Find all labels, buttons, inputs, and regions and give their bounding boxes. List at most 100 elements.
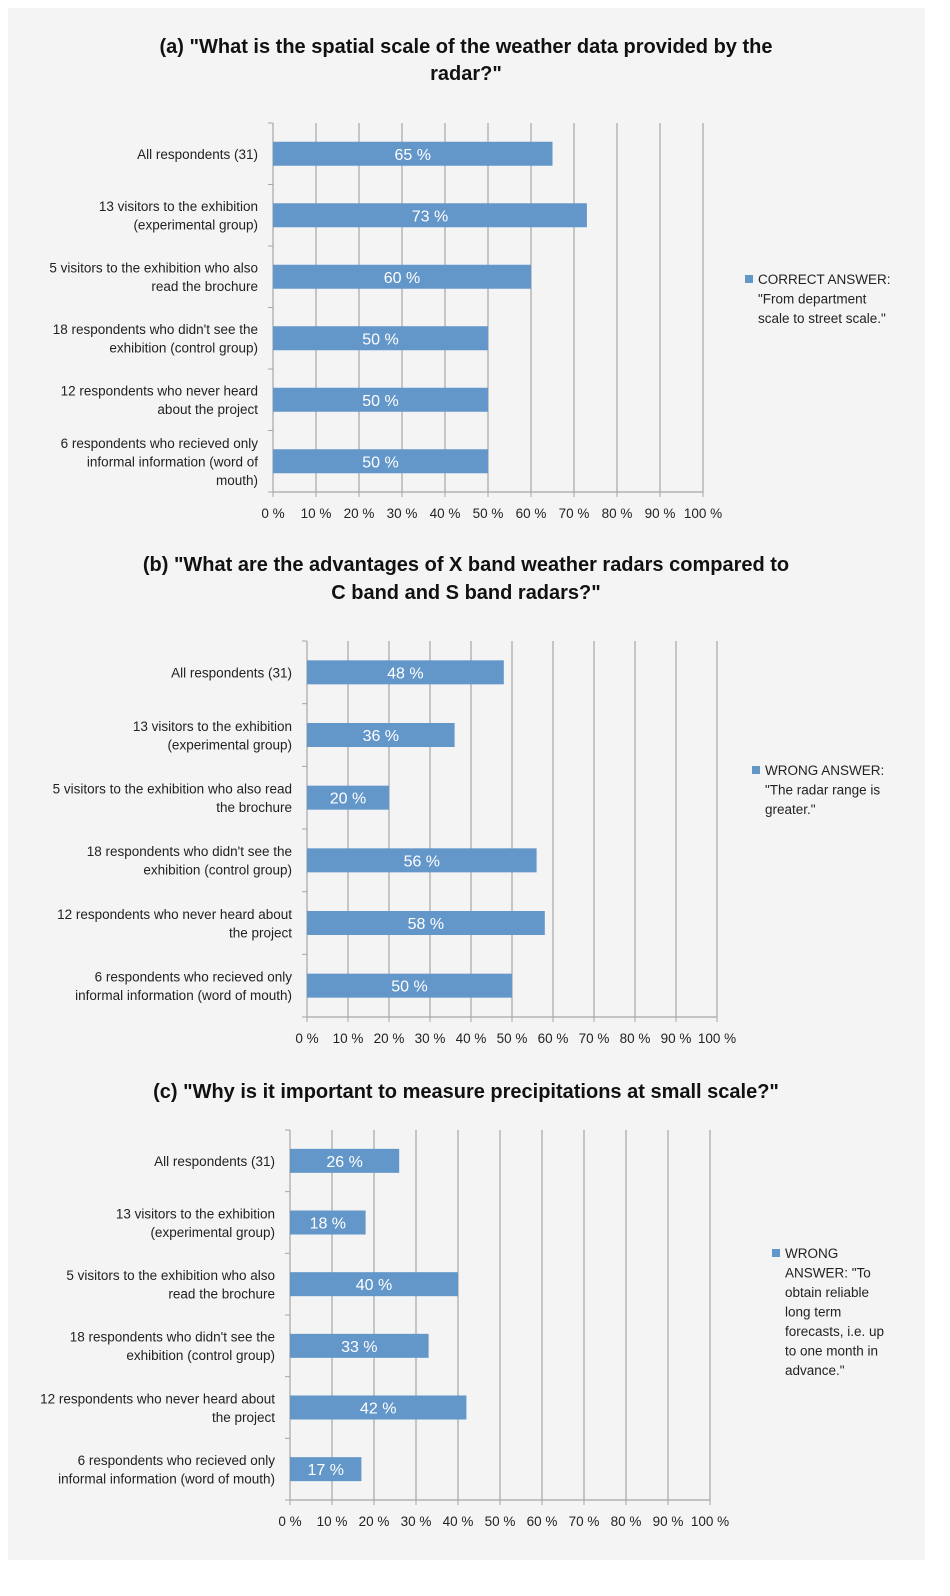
category-label: exhibition (control group)	[126, 1348, 275, 1363]
x-tick-label: 30 %	[401, 1514, 432, 1529]
bar-value-label: 50 %	[391, 979, 427, 996]
x-tick-label: 0 %	[261, 506, 284, 521]
category-label: 6 respondents who recieved only	[78, 1453, 276, 1468]
category-label: 5 visitors to the exhibition who also	[66, 1268, 275, 1283]
bar-value-label: 40 %	[356, 1277, 392, 1294]
legend-label: WRONG	[785, 1246, 838, 1261]
bar-value-label: 26 %	[326, 1154, 362, 1171]
x-tick-label: 50 %	[473, 506, 504, 521]
bar-value-label: 20 %	[330, 791, 366, 808]
category-label: 12 respondents who never heard	[61, 384, 258, 399]
legend-swatch	[745, 275, 753, 283]
x-tick-label: 100 %	[684, 506, 722, 521]
x-tick-label: 60 %	[516, 506, 547, 521]
x-tick-label: 90 %	[645, 506, 676, 521]
bar-value-label: 36 %	[363, 728, 399, 745]
chart-title: (c) "Why is it important to measure prec…	[153, 1081, 779, 1103]
category-label: 18 respondents who didn't see the	[87, 844, 292, 859]
bar	[290, 1210, 366, 1235]
bar	[307, 723, 455, 747]
x-tick-label: 80 %	[611, 1514, 642, 1529]
legend: WRONG ANSWER: "The radar range is greater.…	[752, 763, 884, 817]
x-tick-label: 20 %	[359, 1514, 390, 1529]
bar	[290, 1272, 458, 1297]
bar-value-label: 58 %	[408, 916, 444, 933]
bar	[273, 203, 587, 228]
chart-title: radar?"	[430, 63, 502, 85]
x-tick-label: 0 %	[295, 1031, 318, 1046]
x-tick-label: 50 %	[485, 1514, 516, 1529]
x-tick-label: 40 %	[456, 1031, 487, 1046]
category-label: All respondents (31)	[137, 147, 258, 162]
category-label: 6 respondents who recieved only	[61, 436, 259, 451]
legend-label: to one month in	[785, 1344, 878, 1359]
legend-label: scale to street scale."	[758, 311, 886, 326]
category-label: informal information (word of mouth)	[75, 988, 292, 1003]
category-label: mouth)	[216, 473, 258, 488]
chart-c: (c) "Why is it important to measure prec…	[40, 1081, 884, 1529]
legend-label: forecasts, i.e. up	[785, 1324, 884, 1339]
bar	[290, 1395, 467, 1420]
category-label: 5 visitors to the exhibition who also re…	[53, 781, 292, 796]
category-label: the project	[212, 1410, 275, 1425]
x-tick-label: 80 %	[602, 506, 633, 521]
bar	[273, 449, 488, 474]
bar	[273, 264, 531, 289]
category-label: informal information (word of mouth)	[58, 1471, 275, 1486]
bar-value-label: 33 %	[341, 1339, 377, 1356]
legend: CORRECT ANSWER: "From department scale to …	[745, 272, 891, 326]
bar-value-label: 18 %	[310, 1216, 346, 1233]
x-tick-label: 40 %	[443, 1514, 474, 1529]
category-label: 18 respondents who didn't see the	[70, 1330, 275, 1345]
x-tick-label: 30 %	[415, 1031, 446, 1046]
x-tick-label: 100 %	[698, 1031, 736, 1046]
x-tick-label: 60 %	[527, 1514, 558, 1529]
legend-label: advance."	[785, 1363, 845, 1378]
bar	[273, 326, 488, 351]
chart-b: (b) "What are the advantages of X band w…	[53, 554, 885, 1046]
category-label: 6 respondents who recieved only	[95, 969, 293, 984]
x-tick-label: 0 %	[278, 1514, 301, 1529]
legend-label: ANSWER: "To	[785, 1266, 871, 1281]
x-tick-label: 10 %	[333, 1031, 364, 1046]
chart-title: (a) "What is the spatial scale of the we…	[160, 36, 773, 58]
category-label: 12 respondents who never heard about	[40, 1391, 275, 1406]
category-label: All respondents (31)	[154, 1154, 275, 1169]
x-tick-label: 70 %	[579, 1031, 610, 1046]
bar	[290, 1333, 429, 1358]
legend: WRONG ANSWER: "To obtain reliable long term…	[772, 1246, 884, 1378]
legend-swatch	[772, 1249, 780, 1257]
bar	[307, 660, 504, 685]
x-tick-label: 70 %	[559, 506, 590, 521]
category-label: 18 respondents who didn't see the	[53, 322, 258, 337]
x-tick-label: 90 %	[653, 1514, 684, 1529]
bar	[273, 141, 553, 166]
legend-label: WRONG ANSWER:	[765, 763, 884, 778]
category-label: exhibition (control group)	[109, 341, 258, 356]
chart-a: (a) "What is the spatial scale of the we…	[49, 36, 890, 521]
legend-label: "The radar range is	[765, 783, 880, 798]
x-tick-label: 20 %	[374, 1031, 405, 1046]
category-label: (experimental group)	[167, 737, 292, 752]
bar-value-label: 56 %	[404, 853, 440, 870]
x-tick-label: 90 %	[661, 1031, 692, 1046]
x-tick-label: 30 %	[387, 506, 418, 521]
x-tick-label: 70 %	[569, 1514, 600, 1529]
bar	[307, 848, 537, 873]
category-label: 13 visitors to the exhibition	[133, 719, 292, 734]
category-label: (experimental group)	[133, 218, 258, 233]
x-tick-label: 10 %	[317, 1514, 348, 1529]
bar-value-label: 17 %	[307, 1462, 343, 1479]
category-label: 13 visitors to the exhibition	[116, 1206, 275, 1221]
legend-label: CORRECT ANSWER:	[758, 272, 891, 287]
bar-value-label: 60 %	[384, 270, 420, 287]
bar	[307, 785, 389, 810]
legend-label: long term	[785, 1305, 841, 1320]
legend-swatch	[752, 766, 760, 774]
x-tick-label: 80 %	[620, 1031, 651, 1046]
category-label: 13 visitors to the exhibition	[99, 199, 258, 214]
chart-title: C band and S band radars?"	[331, 582, 601, 604]
category-label: informal information (word of	[87, 454, 258, 469]
chart-title: (b) "What are the advantages of X band w…	[143, 554, 789, 576]
